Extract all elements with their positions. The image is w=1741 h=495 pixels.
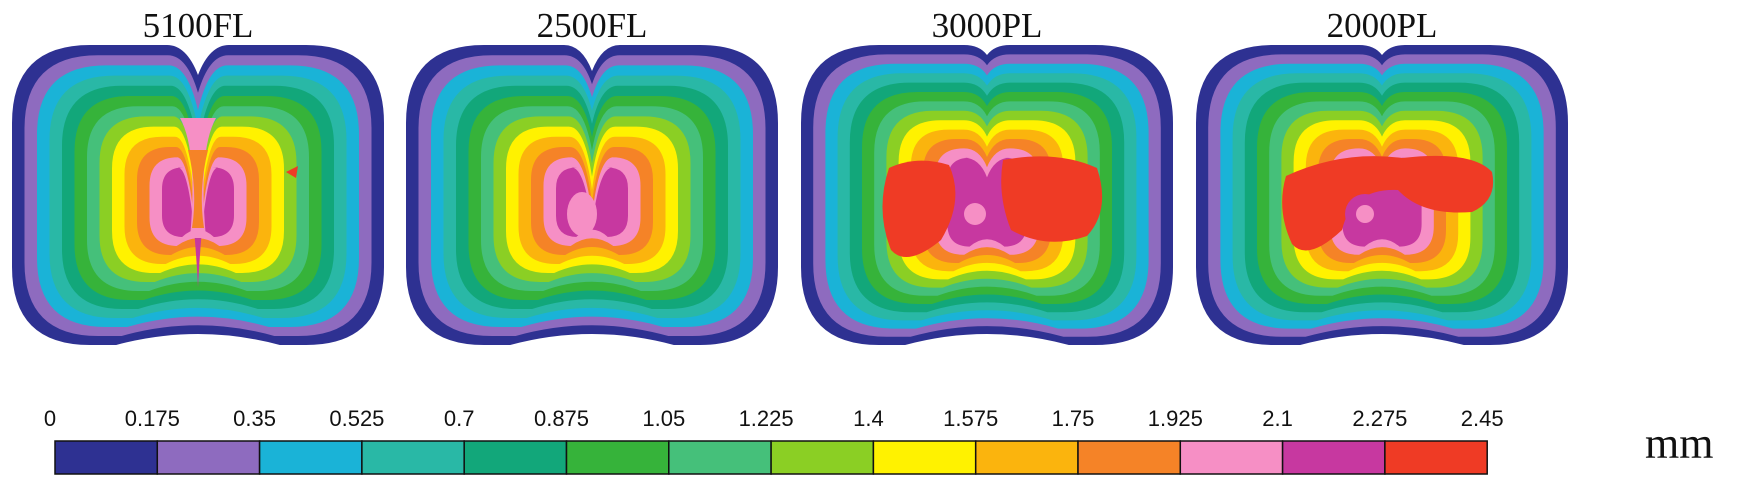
colorbar-tick-label: 1.925 — [1147, 406, 1203, 431]
contour-peak — [1282, 155, 1494, 251]
thickness-map-2500fl — [406, 45, 778, 345]
thickness-map-3000pl — [801, 45, 1173, 345]
colorbar-swatch-10 — [974, 440, 1079, 475]
colorbar-tick-label: 1.575 — [943, 406, 999, 431]
thickness-map-2000pl — [1196, 45, 1568, 345]
contour-band-13 — [162, 167, 234, 288]
colorbar-tick-label: 0.7 — [443, 406, 475, 431]
colorbar-tick-label: 2.1 — [1262, 406, 1293, 431]
colorbar-swatch-6 — [565, 440, 670, 475]
colorbar-swatch-12 — [1179, 440, 1284, 475]
colorbar-swatch-5 — [463, 440, 568, 475]
colorbar-tick-label: 0.525 — [329, 406, 385, 431]
panel-title: 2500FL — [536, 6, 648, 45]
unit-label: mm — [1645, 419, 1714, 468]
colorbar-swatch-2 — [156, 440, 261, 475]
colorbar-tick-label: 1.05 — [642, 406, 686, 431]
contour-hole — [567, 192, 597, 236]
colorbar-tick-label: 0.175 — [124, 406, 180, 431]
panel-title: 5100FL — [142, 6, 254, 45]
colorbar-tick-label: 0.875 — [533, 406, 590, 431]
thickness-map-5100fl — [12, 45, 384, 345]
contour-spot — [286, 166, 298, 178]
colorbar-swatch-1 — [54, 440, 159, 475]
colorbar-tick-label: 1.4 — [853, 406, 884, 431]
colorbar-swatch-13 — [1281, 440, 1386, 475]
contour-hole — [1356, 205, 1374, 223]
colorbar-tick-label: 1.75 — [1051, 406, 1095, 431]
colorbar-tick-label: 0.35 — [233, 406, 276, 431]
colorbar-swatch-9 — [872, 440, 977, 475]
colorbar-swatch-7 — [668, 440, 772, 475]
colorbar-tick-label: 1.225 — [738, 406, 794, 431]
colorbar-tick-label: 2.45 — [1460, 406, 1504, 431]
panel-title: 3000PL — [931, 6, 1043, 45]
colorbar-swatch-14 — [1384, 440, 1488, 475]
colorbar-swatch-3 — [258, 440, 363, 475]
colorbar-swatch-8 — [770, 440, 875, 475]
colorbar-swatch-11 — [1077, 440, 1182, 475]
contour-hole — [964, 203, 986, 225]
colorbar-swatch-4 — [361, 440, 465, 475]
contour-ridge-core — [188, 150, 208, 228]
contour-peak-right — [1001, 156, 1103, 242]
contour-peak-left — [882, 160, 956, 258]
colorbar-tick-label: 0 — [43, 406, 57, 431]
colorbar — [54, 440, 1488, 475]
colorbar-tick-label: 2.275 — [1352, 406, 1408, 431]
panel-title: 2000PL — [1326, 6, 1438, 45]
